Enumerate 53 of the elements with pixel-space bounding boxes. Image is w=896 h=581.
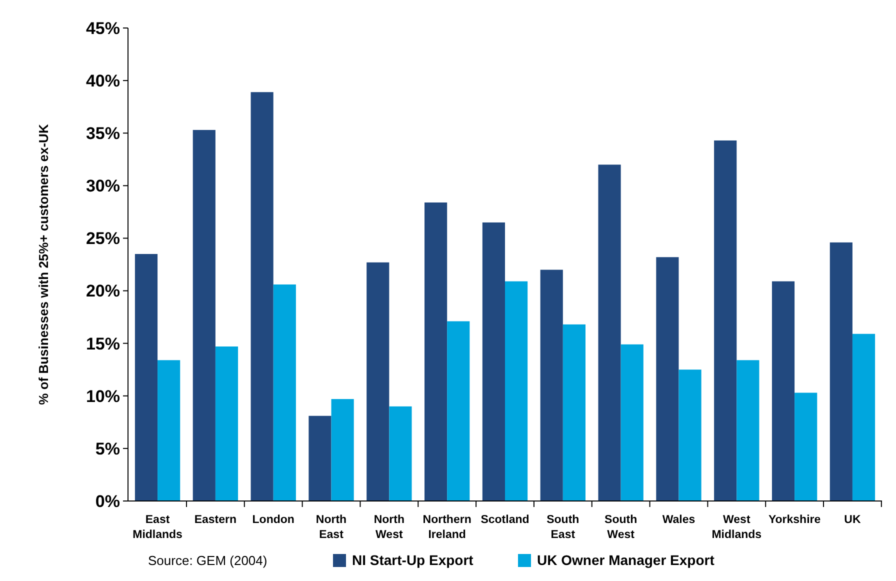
bar xyxy=(424,202,448,501)
bar xyxy=(308,416,332,501)
y-tick-label: 20% xyxy=(86,282,120,301)
bar xyxy=(714,140,737,501)
y-tick-label: 15% xyxy=(86,334,120,354)
y-axis-title: % of Businesses with 25%+ customers ex-UK xyxy=(36,124,51,405)
bar xyxy=(447,321,470,501)
bar xyxy=(331,399,354,501)
bar xyxy=(389,406,412,501)
source-note: Source: GEM (2004) xyxy=(148,553,268,568)
y-tick-label: 40% xyxy=(86,72,120,91)
x-tick-label: North West xyxy=(374,514,405,541)
bar xyxy=(273,284,296,501)
bar xyxy=(852,334,876,501)
y-tick-label: 0% xyxy=(95,492,120,511)
bar xyxy=(562,324,586,501)
bar xyxy=(540,270,563,501)
bar xyxy=(772,281,795,501)
y-tick-label: 30% xyxy=(86,176,120,196)
x-tick-label: Northern Ireland xyxy=(422,514,472,541)
bar xyxy=(598,164,621,501)
bar xyxy=(830,242,852,501)
x-tick-label: Eastern xyxy=(194,514,237,526)
x-tick-label: West Midlands xyxy=(712,514,762,541)
bar xyxy=(366,262,390,501)
x-tick-label: South East xyxy=(546,514,580,541)
bar xyxy=(134,254,158,501)
x-tick-label: Wales xyxy=(662,514,696,526)
bar xyxy=(482,222,505,501)
bar xyxy=(678,370,702,501)
x-tick-label: London xyxy=(252,514,294,526)
x-tick-label: North East xyxy=(316,514,347,541)
bar xyxy=(192,130,216,501)
y-tick-label: 45% xyxy=(86,18,120,38)
x-tick-label: South West xyxy=(604,514,638,541)
bar xyxy=(250,92,274,501)
legend-label: NI Start-Up Export xyxy=(352,552,474,568)
y-tick-label: 35% xyxy=(86,124,120,144)
x-tick-label: East Midlands xyxy=(132,514,182,541)
bar xyxy=(736,360,760,501)
x-tick-label: Scotland xyxy=(480,514,530,526)
legend-label: UK Owner Manager Export xyxy=(537,552,715,568)
x-tick-label: UK xyxy=(844,514,862,526)
bar xyxy=(158,360,180,501)
x-tick-label: Yorkshire xyxy=(768,514,821,526)
y-tick-label: 25% xyxy=(86,229,120,248)
bar xyxy=(794,392,818,501)
bar xyxy=(656,257,679,501)
bar xyxy=(215,346,238,501)
bar xyxy=(620,344,644,501)
y-tick-label: 5% xyxy=(95,439,120,458)
bar xyxy=(505,281,528,501)
y-tick-label: 10% xyxy=(86,386,120,406)
